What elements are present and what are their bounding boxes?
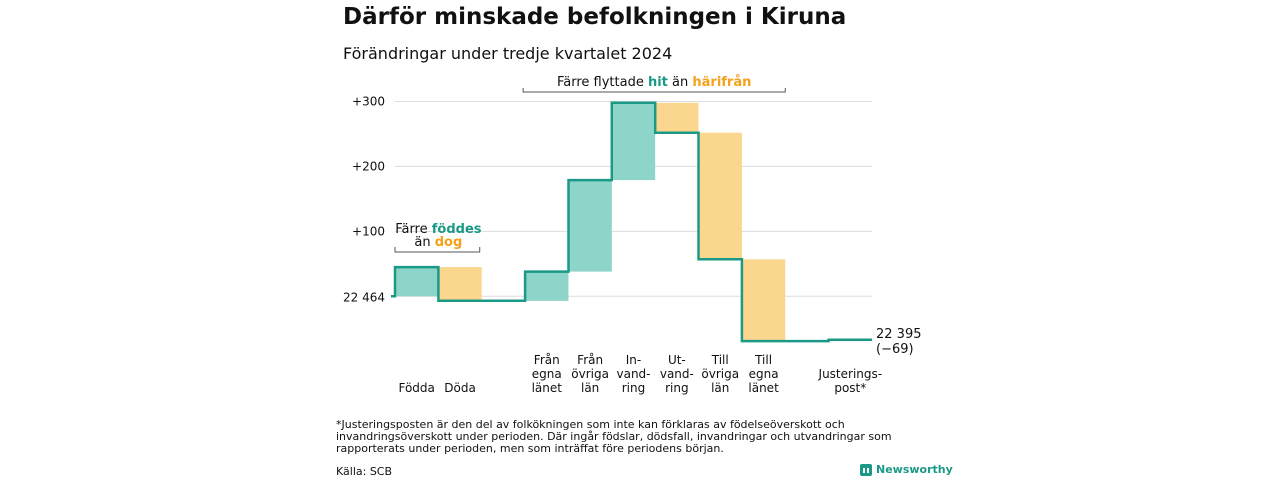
category-label: Till [711, 353, 729, 367]
category-label: Justerings- [818, 367, 883, 381]
bar-increase [395, 267, 439, 297]
brand-name: Newsworthy [876, 463, 953, 476]
bar-decrease [741, 259, 786, 342]
category-label: In- [626, 353, 641, 367]
y-tick-label: +300 [352, 94, 385, 108]
category-label: Döda [444, 381, 476, 395]
category-label: länet [532, 381, 563, 395]
running-total-line [391, 101, 872, 343]
annotation-bracket [394, 247, 481, 253]
category-label: Till [754, 353, 772, 367]
category-label: egna [749, 367, 779, 381]
bar-increase [525, 271, 569, 301]
y-tick-label: +200 [352, 159, 385, 173]
annotation-born-line2: än dog [414, 235, 462, 250]
footnote: *Justeringsposten är den del av folkökni… [336, 418, 892, 455]
category-label: övriga [571, 367, 609, 381]
chart-title: Därför minskade befolkningen i Kiruna [343, 4, 847, 30]
line-layer [391, 101, 872, 343]
category-label: vand- [616, 367, 650, 381]
bar-increase [568, 180, 612, 272]
bar-decrease [438, 267, 482, 301]
bar-decrease [655, 102, 699, 133]
annotation-highlight-out: härifrån [692, 75, 751, 90]
newsworthy-icon [860, 463, 872, 476]
annotation-text: Färre [395, 222, 432, 237]
category-label: län [711, 381, 729, 395]
annotation-moved: Färre flyttade hit än härifrån [557, 75, 751, 90]
category-label: Från [534, 353, 560, 367]
annotation-text: än [414, 235, 434, 250]
end-change-label: (−69) [876, 342, 914, 357]
annotation-text: än [668, 75, 692, 90]
annotation-highlight-in: hit [648, 75, 668, 90]
category-label: Från [577, 353, 603, 367]
y-tick-label: +100 [352, 224, 385, 238]
start-value-label: 22 464 [343, 290, 385, 304]
category-label: Födda [398, 381, 434, 395]
category-label: ring [622, 381, 646, 395]
brand-logo: Newsworthy [860, 463, 953, 476]
category-label: länet [748, 381, 779, 395]
annotation-text: Färre flyttade [557, 75, 648, 90]
category-label: vand- [660, 367, 694, 381]
annotation-highlight-out: dog [435, 235, 463, 250]
annotation-born: Färre föddes [395, 222, 482, 237]
annotation-highlight-in: föddes [432, 222, 482, 237]
end-value-label: 22 395 [876, 327, 922, 342]
category-label: Ut- [668, 353, 686, 367]
bars-layer [395, 102, 872, 342]
category-label: egna [532, 367, 562, 381]
category-label: ring [665, 381, 689, 395]
bar-increase [611, 102, 656, 181]
category-label: län [581, 381, 599, 395]
annotation-bracket [522, 88, 786, 93]
source-label: Källa: SCB [336, 465, 393, 478]
chart-subtitle: Förändringar under tredje kvartalet 2024 [343, 44, 673, 63]
bar-decrease [698, 132, 742, 260]
category-label: övriga [701, 367, 739, 381]
category-label: post* [834, 381, 866, 395]
